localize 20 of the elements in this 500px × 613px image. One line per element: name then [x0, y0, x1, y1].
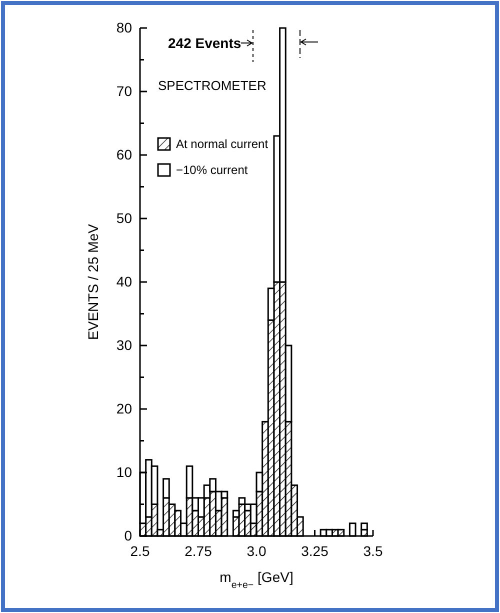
x-tick-label: 3.25 [301, 542, 329, 559]
x-tick-label: 3.5 [363, 542, 383, 559]
legend-label: At normal current [176, 137, 269, 151]
x-axis-title: m$_{e+e−}$ [GeV] [220, 569, 294, 590]
x-tick-label: 2.5 [130, 542, 150, 559]
y-tick-label: 10 [116, 464, 132, 480]
y-tick-label: 70 [116, 82, 132, 99]
y-tick-label: 0 [124, 527, 132, 544]
y-tick-label: 60 [116, 146, 132, 162]
y-tick-label: 40 [116, 273, 132, 290]
y-tick-label: 30 [116, 336, 132, 353]
annotation: SPECTROMETER [158, 78, 266, 93]
legend-label: −10% current [176, 163, 248, 177]
y-tick-label: 50 [116, 210, 132, 226]
y-tick-label: 20 [116, 400, 132, 416]
x-tick-label: 3.0 [246, 542, 266, 559]
y-tick-label: 80 [116, 19, 132, 36]
annotation: 242 Events [168, 35, 242, 51]
x-tick-label: 2.75 [184, 542, 212, 559]
y-axis-title: EVENTS / 25 MeV [85, 223, 101, 340]
